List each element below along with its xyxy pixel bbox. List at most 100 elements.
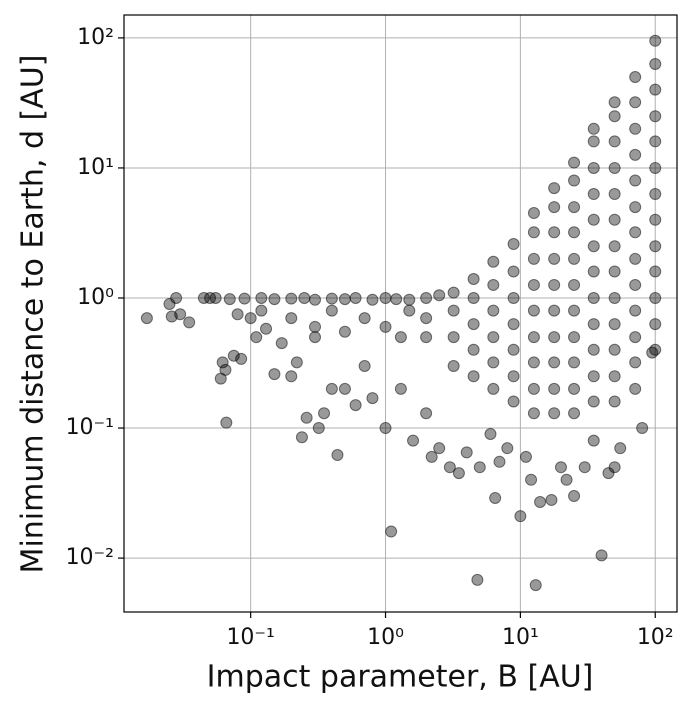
point (514, 510, 527, 523)
point (507, 238, 520, 251)
point (447, 359, 460, 372)
point (433, 289, 446, 302)
point (487, 331, 500, 344)
point (420, 407, 433, 420)
point (548, 304, 561, 317)
point (298, 291, 311, 304)
point (507, 395, 520, 408)
point (140, 312, 153, 325)
point (318, 407, 331, 420)
point (608, 135, 621, 148)
point (568, 490, 581, 503)
point (420, 291, 433, 304)
point (197, 291, 210, 304)
point (501, 442, 514, 455)
point (649, 240, 662, 253)
point (467, 343, 480, 356)
point (629, 71, 642, 84)
point (568, 356, 581, 369)
point (527, 356, 540, 369)
point (587, 370, 600, 383)
point (527, 278, 540, 291)
point (568, 278, 581, 291)
point (608, 213, 621, 226)
point (204, 291, 217, 304)
point (443, 461, 456, 474)
point (548, 331, 561, 344)
point (527, 304, 540, 317)
point (608, 188, 621, 201)
point (487, 304, 500, 317)
point (649, 291, 662, 304)
point (527, 331, 540, 344)
point (309, 320, 322, 333)
point (312, 422, 325, 435)
y-tick-label: 10² (77, 25, 114, 50)
point (525, 473, 538, 486)
point (608, 395, 621, 408)
point (608, 370, 621, 383)
point (548, 407, 561, 420)
point (507, 318, 520, 331)
point (309, 331, 322, 344)
point (325, 304, 338, 317)
point (183, 316, 196, 329)
point (285, 292, 298, 305)
point (170, 291, 183, 304)
point (219, 363, 232, 376)
point (227, 349, 240, 362)
point (223, 293, 236, 306)
point (507, 370, 520, 383)
point (649, 188, 662, 201)
point (629, 122, 642, 135)
point (467, 370, 480, 383)
point (338, 325, 351, 338)
point (487, 255, 500, 268)
point (629, 174, 642, 187)
point (460, 446, 473, 459)
point (325, 382, 338, 395)
point (608, 291, 621, 304)
point (220, 416, 233, 429)
point (629, 226, 642, 239)
point (587, 135, 600, 148)
point (425, 450, 438, 463)
point (568, 304, 581, 317)
point (331, 449, 344, 462)
ticks: 10⁻¹ 10⁰ 10¹ 10² 10⁻² 10⁻¹ 10⁰ 10¹ 10² (66, 25, 674, 650)
point (174, 308, 187, 321)
point (527, 207, 540, 220)
point (467, 272, 480, 285)
point (548, 252, 561, 265)
point (578, 461, 591, 474)
point (268, 368, 281, 381)
point (629, 356, 642, 369)
point (629, 382, 642, 395)
point (420, 312, 433, 325)
point (285, 312, 298, 325)
y-tick-label: 10⁰ (77, 285, 114, 310)
point (467, 318, 480, 331)
point (407, 434, 420, 447)
point (349, 399, 362, 412)
point (385, 525, 398, 538)
point (403, 304, 416, 317)
point (587, 434, 600, 447)
point (548, 278, 561, 291)
point (548, 182, 561, 195)
points (140, 34, 662, 592)
point (608, 318, 621, 331)
point (554, 461, 567, 474)
point (366, 392, 379, 405)
point (447, 304, 460, 317)
point (529, 579, 542, 592)
point (379, 291, 392, 304)
point (649, 161, 662, 174)
point (295, 431, 308, 444)
x-axis-label: Impact parameter, B [AU] (207, 660, 594, 695)
point (568, 331, 581, 344)
point (587, 343, 600, 356)
point (614, 442, 627, 455)
point (366, 293, 379, 306)
